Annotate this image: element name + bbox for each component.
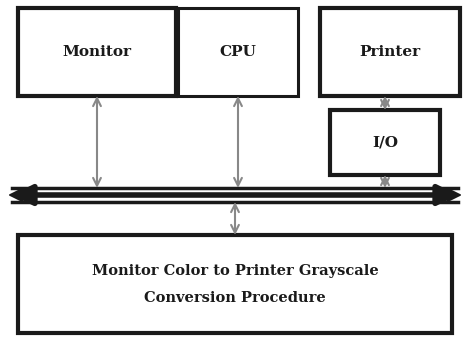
Text: Monitor Color to Printer Grayscale: Monitor Color to Printer Grayscale	[92, 264, 378, 278]
Bar	[18, 235, 452, 333]
Text: Conversion Procedure: Conversion Procedure	[144, 291, 326, 305]
Bar	[330, 110, 440, 175]
Bar	[320, 8, 460, 96]
Text: I/O: I/O	[372, 135, 398, 149]
Bar	[178, 8, 298, 96]
Text: Monitor: Monitor	[63, 45, 132, 59]
Bar	[18, 8, 176, 96]
Text: CPU: CPU	[219, 45, 257, 59]
Text: Printer: Printer	[360, 45, 421, 59]
